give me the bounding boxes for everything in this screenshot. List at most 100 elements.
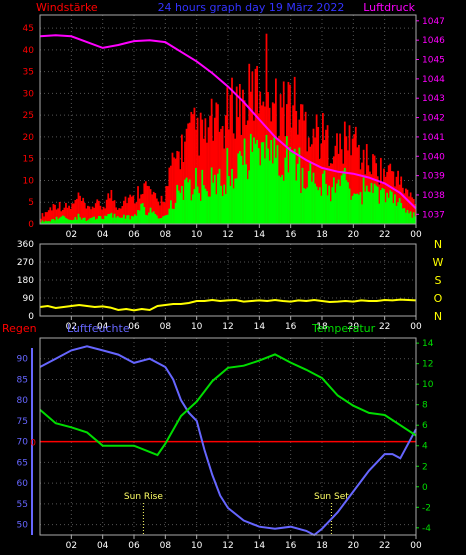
gust-bar <box>97 200 100 224</box>
wind-bar <box>412 212 415 224</box>
wind-bar <box>238 151 241 224</box>
wind-bar <box>323 170 326 224</box>
wind-bar <box>293 148 296 224</box>
gust-bar <box>411 197 414 224</box>
wind-bar <box>77 213 80 224</box>
gust-bar <box>137 186 139 224</box>
wind-bar <box>405 212 407 224</box>
direction-x-tick-label: 12 <box>222 322 233 332</box>
direction-y-tick-label: 360 <box>17 240 34 250</box>
gust-bar <box>345 136 348 224</box>
wind-bar <box>79 217 81 224</box>
wind-bar <box>215 194 218 224</box>
wind-bar <box>80 219 83 224</box>
wind-bar <box>61 215 64 224</box>
gust-bar <box>185 128 188 224</box>
wind-pressure-panel: 0 5 10 15 20 25 30 35 40 45 1037 1038 1039 1040 1041 10… <box>23 14 445 240</box>
gust-bar <box>135 202 138 224</box>
wind-bar <box>242 165 244 224</box>
wind-bar <box>353 193 356 224</box>
wind-bar <box>173 208 175 224</box>
gust-bar <box>101 209 103 224</box>
wind-bar <box>378 203 381 224</box>
wind-y-tick-label: 45 <box>23 24 34 34</box>
wind-bar <box>401 208 404 224</box>
direction-x-tick-label: 00 <box>410 322 422 332</box>
wind-bar <box>104 215 106 224</box>
gust-bar <box>49 207 52 224</box>
wind-bar <box>135 215 138 224</box>
wind-bar <box>66 218 69 224</box>
wind-bar <box>281 174 284 224</box>
wind-bar <box>326 195 329 224</box>
wind-bar <box>46 221 49 224</box>
wind-x-tick-label: 04 <box>97 230 109 240</box>
wind-bar <box>287 172 290 224</box>
gust-bar <box>304 111 307 224</box>
wind-bar <box>387 197 390 224</box>
humidity-label: Luftfeuchte <box>67 322 130 335</box>
gust-bar <box>361 162 363 224</box>
wind-bar <box>295 180 298 224</box>
gust-bar <box>94 203 97 224</box>
gust-bar <box>162 201 164 224</box>
gust-bar <box>320 143 323 224</box>
gust-bar <box>301 104 304 224</box>
pressure-y-tick-label: 1040 <box>422 152 445 162</box>
wind-bar <box>284 157 287 224</box>
gust-bar <box>52 203 55 224</box>
wind-bar <box>398 198 401 224</box>
gust-bar <box>206 142 208 224</box>
wind-bar <box>209 196 211 224</box>
gust-bar <box>350 155 352 224</box>
gust-bar <box>204 118 207 224</box>
direction-y-tick-label: 180 <box>17 276 34 286</box>
wind-bar <box>218 168 221 224</box>
wind-bar <box>267 148 269 224</box>
wind-bar <box>279 177 282 224</box>
gust-bar <box>108 198 111 224</box>
wind-bar <box>361 204 363 224</box>
wind-bar <box>320 195 323 224</box>
wind-bar <box>116 216 119 224</box>
gust-bar <box>303 120 305 224</box>
humidity-y-tick-label: 90 <box>17 355 29 365</box>
gust-bar <box>414 203 417 224</box>
wind-bar <box>354 194 357 224</box>
wind-x-tick-label: 16 <box>285 230 297 240</box>
wind-bar <box>44 220 47 224</box>
wind-bar <box>347 182 349 224</box>
gust-bar <box>348 125 351 224</box>
wind-bar <box>276 145 279 224</box>
gust-bar <box>68 205 70 224</box>
wind-bar <box>345 180 348 224</box>
wind-bar <box>309 162 312 224</box>
wind-bar <box>282 180 285 224</box>
gust-bar <box>246 120 249 224</box>
wind-bar <box>113 213 116 224</box>
wind-bar <box>112 217 114 224</box>
wind-bar <box>278 175 280 224</box>
gust-bar <box>160 195 163 224</box>
direction-y-tick-label: 90 <box>23 294 35 304</box>
wind-bar <box>96 218 99 224</box>
wind-bar <box>248 170 251 224</box>
wind-bar <box>97 215 100 224</box>
humidity-y-tick-label: 50 <box>17 521 29 531</box>
gust-bar <box>159 205 161 224</box>
direction-x-tick-label: 20 <box>348 322 360 332</box>
gust-bar <box>295 110 298 224</box>
direction-line <box>39 298 417 312</box>
wind-bar <box>300 193 302 224</box>
wind-x-tick-label: 02 <box>66 230 77 240</box>
gust-bar <box>229 94 232 224</box>
gust-bar <box>356 147 359 224</box>
wind-bar <box>74 217 77 224</box>
wind-bar <box>365 185 368 224</box>
compass-label: O <box>434 292 443 305</box>
wind-bar <box>157 218 160 224</box>
gust-bar <box>406 189 409 224</box>
gust-bar <box>325 129 327 224</box>
climate-x-tick-label: 22 <box>379 541 390 551</box>
